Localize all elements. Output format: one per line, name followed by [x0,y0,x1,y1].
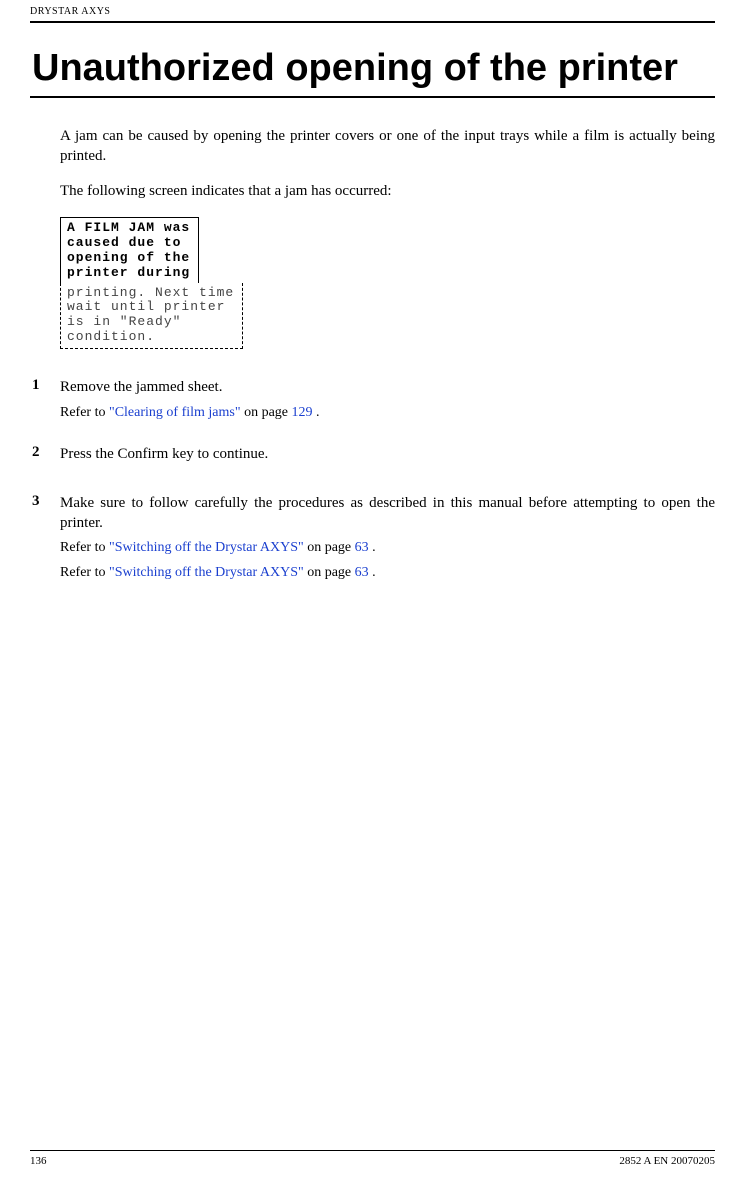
ref-prefix: Refer to [60,405,109,420]
ref-link-clearing-jams[interactable]: "Clearing of film jams" [109,405,241,420]
header-rule [30,21,715,23]
step-3-ref-b: Refer to "Switching off the Drystar AXYS… [60,564,715,583]
step-3-ref-a: Refer to "Switching off the Drystar AXYS… [60,539,715,558]
step-1-text: Remove the jammed sheet. [60,377,320,397]
step-1-ref: Refer to "Clearing of film jams" on page… [60,404,320,423]
doc-code: 2852 A EN 20070205 [619,1155,715,1167]
ref-page-63[interactable]: 63 [355,540,369,555]
step-1: 1 Remove the jammed sheet. Refer to "Cle… [60,377,715,422]
step-number: 2 [32,444,60,470]
ref-mid: on page [241,405,292,420]
lcd-screenshot: A FILM JAM was caused due to opening of … [60,217,715,350]
title-rule [30,96,715,98]
lcd-bottom-lines: printing. Next time wait until printer i… [60,283,243,350]
ref-mid: on page [304,540,355,555]
ref-suffix: . [369,565,376,580]
intro-paragraph-1: A jam can be caused by opening the print… [60,126,715,167]
ref-page-63[interactable]: 63 [355,565,369,580]
page-number: 136 [30,1155,47,1167]
ref-link-switching-off[interactable]: "Switching off the Drystar AXYS" [109,540,304,555]
ref-prefix: Refer to [60,565,109,580]
ref-prefix: Refer to [60,540,109,555]
page-title: Unauthorized opening of the printer [32,47,715,90]
ref-suffix: . [313,405,320,420]
step-2: 2 Press the Confirm key to continue. [60,444,715,470]
step-2-text: Press the Confirm key to continue. [60,444,268,464]
running-head: DRYSTAR AXYS [30,6,111,17]
step-number: 3 [32,493,60,583]
ref-link-switching-off[interactable]: "Switching off the Drystar AXYS" [109,565,304,580]
intro-paragraph-2: The following screen indicates that a ja… [60,181,715,201]
step-3-text: Make sure to follow carefully the proced… [60,493,715,534]
ref-suffix: . [369,540,376,555]
ref-page-129[interactable]: 129 [292,405,313,420]
footer-rule [30,1150,715,1151]
lcd-top-lines: A FILM JAM was caused due to opening of … [60,217,199,284]
step-3: 3 Make sure to follow carefully the proc… [60,493,715,583]
ref-mid: on page [304,565,355,580]
step-number: 1 [32,377,60,422]
